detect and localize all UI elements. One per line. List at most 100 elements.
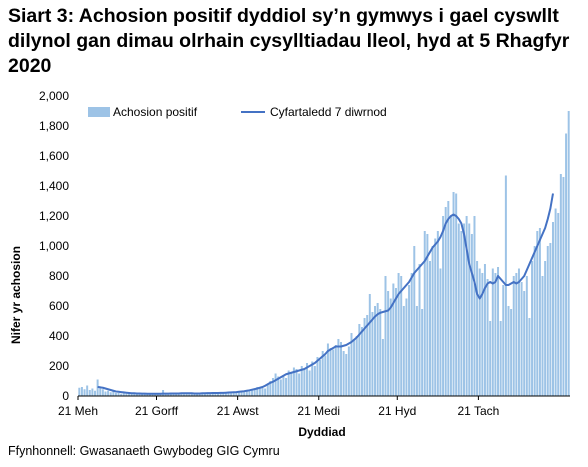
bar [562,177,565,396]
bar [78,387,81,396]
bar [159,393,162,396]
bar [258,388,261,396]
bar [368,294,371,396]
y-tick-label: 1,000 [39,239,69,253]
source-note: Ffynhonnell: Gwasanaeth Gwybodeg GIG Cym… [8,444,280,458]
bar [182,394,185,396]
bar [366,315,369,396]
bar [494,273,497,396]
bar [551,222,554,396]
bar [80,387,83,396]
y-tick-label: 600 [49,299,69,313]
bar [428,261,431,396]
bar [303,369,306,396]
bar [274,373,277,396]
bar [99,387,102,396]
bar [219,393,222,396]
y-tick-label: 0 [62,389,69,403]
bar [326,343,329,396]
bar [290,372,293,396]
bar [381,339,384,396]
chart-title: Siart 3: Achosion positif dyddiol sy’n g… [8,5,570,77]
bar [175,393,178,396]
bar [502,285,505,396]
legend: Achosion positif Cyfartaledd 7 diwrnod [88,105,387,119]
bar [468,223,471,396]
bar [384,276,387,396]
bar [298,373,301,396]
bar [541,276,544,396]
bar [460,231,463,396]
bar [423,231,426,396]
bar [177,393,180,396]
bar [248,390,251,396]
bar [256,387,259,396]
y-tick-label: 800 [49,269,69,283]
bar [531,261,534,396]
y-tick-label: 200 [49,359,69,373]
bar [402,306,405,396]
bar [169,393,172,396]
bar [379,309,382,396]
bar [324,355,327,396]
bar [237,391,240,396]
bar [387,291,390,396]
bar [316,357,319,396]
bar [565,133,568,396]
bar [470,234,473,396]
bar [478,268,481,396]
bar [405,298,408,396]
y-tick-labels: 0 200 400 600 800 1,000 1,200 1,400 1,600 1,800 2,… [39,89,69,403]
bar [279,379,282,396]
bar [491,268,494,396]
y-tick-label: 1,600 [39,149,69,163]
bar [337,339,340,396]
bar [287,370,290,396]
bar [559,174,562,396]
bar [193,393,196,396]
bar [334,345,337,396]
bar [188,394,191,396]
bar [230,393,233,396]
bar [101,389,104,396]
bar [180,393,183,396]
bar [138,393,141,396]
x-tick-label: 21 Tach [457,404,499,418]
bar [203,393,206,396]
bar [269,381,272,396]
bar [282,375,285,396]
bar [209,393,212,396]
bar [397,273,400,396]
bar [251,389,254,396]
bar [91,388,94,396]
bar [415,306,418,396]
y-tick-label: 1,800 [39,119,69,133]
bar [264,388,267,396]
bar [374,306,377,396]
bar [457,223,460,396]
bar [125,393,128,396]
bar [83,389,86,396]
bar [353,339,356,396]
bar [528,318,531,396]
bar [308,370,311,396]
bar [483,264,486,396]
bar [148,394,151,396]
bar [358,324,361,396]
bar [520,282,523,396]
bar [347,346,350,396]
bar [418,264,421,396]
bar [355,336,358,396]
bar [332,349,335,396]
legend-label-line: Cyfartaledd 7 diwrnod [270,105,387,119]
bar [525,276,528,396]
x-tick-label: 21 Gorff [135,404,179,418]
bar [190,393,193,396]
bar [408,285,411,396]
bar [455,193,458,396]
moving-average-line [97,193,554,395]
y-tick-label: 400 [49,329,69,343]
bar [172,393,175,396]
bar [538,228,541,396]
bar [392,283,395,396]
